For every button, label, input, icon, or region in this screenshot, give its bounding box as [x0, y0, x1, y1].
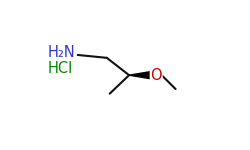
Text: H₂N: H₂N [48, 45, 75, 60]
Text: HCl: HCl [47, 61, 72, 76]
Text: O: O [150, 68, 162, 83]
Polygon shape [129, 72, 152, 79]
